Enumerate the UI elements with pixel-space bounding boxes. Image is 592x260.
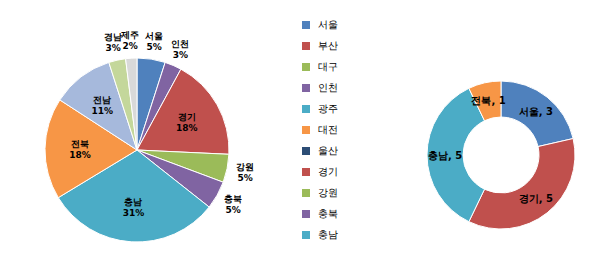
html-text:충남: 충남: [318, 228, 338, 240]
html-text:대전: 대전: [318, 123, 338, 135]
svg-text:서울5%: 서울5%: [145, 31, 163, 52]
html-text:부산: 부산: [318, 39, 338, 51]
svg-text:강원5%: 강원5%: [236, 162, 254, 183]
svg-text:경남3%: 경남3%: [104, 32, 122, 53]
svg-text:전북, 1: 전북, 1: [471, 95, 505, 106]
html-text:강원: 강원: [318, 186, 338, 198]
svg-text:경기18%: 경기18%: [176, 112, 198, 133]
svg-text:제주2%: 제주2%: [120, 30, 139, 51]
svg-text:경기, 5: 경기, 5: [519, 193, 553, 204]
html-text:광주: 광주: [318, 102, 338, 114]
svg-text:충남, 5: 충남, 5: [428, 150, 462, 161]
html-text:인천: 인천: [318, 81, 338, 93]
html-text:서울: 서울: [318, 18, 338, 30]
svg-text:전북18%: 전북18%: [69, 139, 91, 160]
html-text:충북: 충북: [318, 207, 338, 219]
svg-text:인천3%: 인천3%: [171, 39, 189, 60]
svg-text:서울, 3: 서울, 3: [519, 106, 553, 117]
svg-text:전남11%: 전남11%: [92, 95, 114, 116]
html-text:경기: 경기: [318, 165, 338, 177]
svg-text:충남31%: 충남31%: [123, 197, 145, 218]
html-text:울산: 울산: [318, 144, 338, 156]
html-text:대구: 대구: [318, 60, 338, 72]
svg-text:충북5%: 충북5%: [224, 194, 242, 215]
